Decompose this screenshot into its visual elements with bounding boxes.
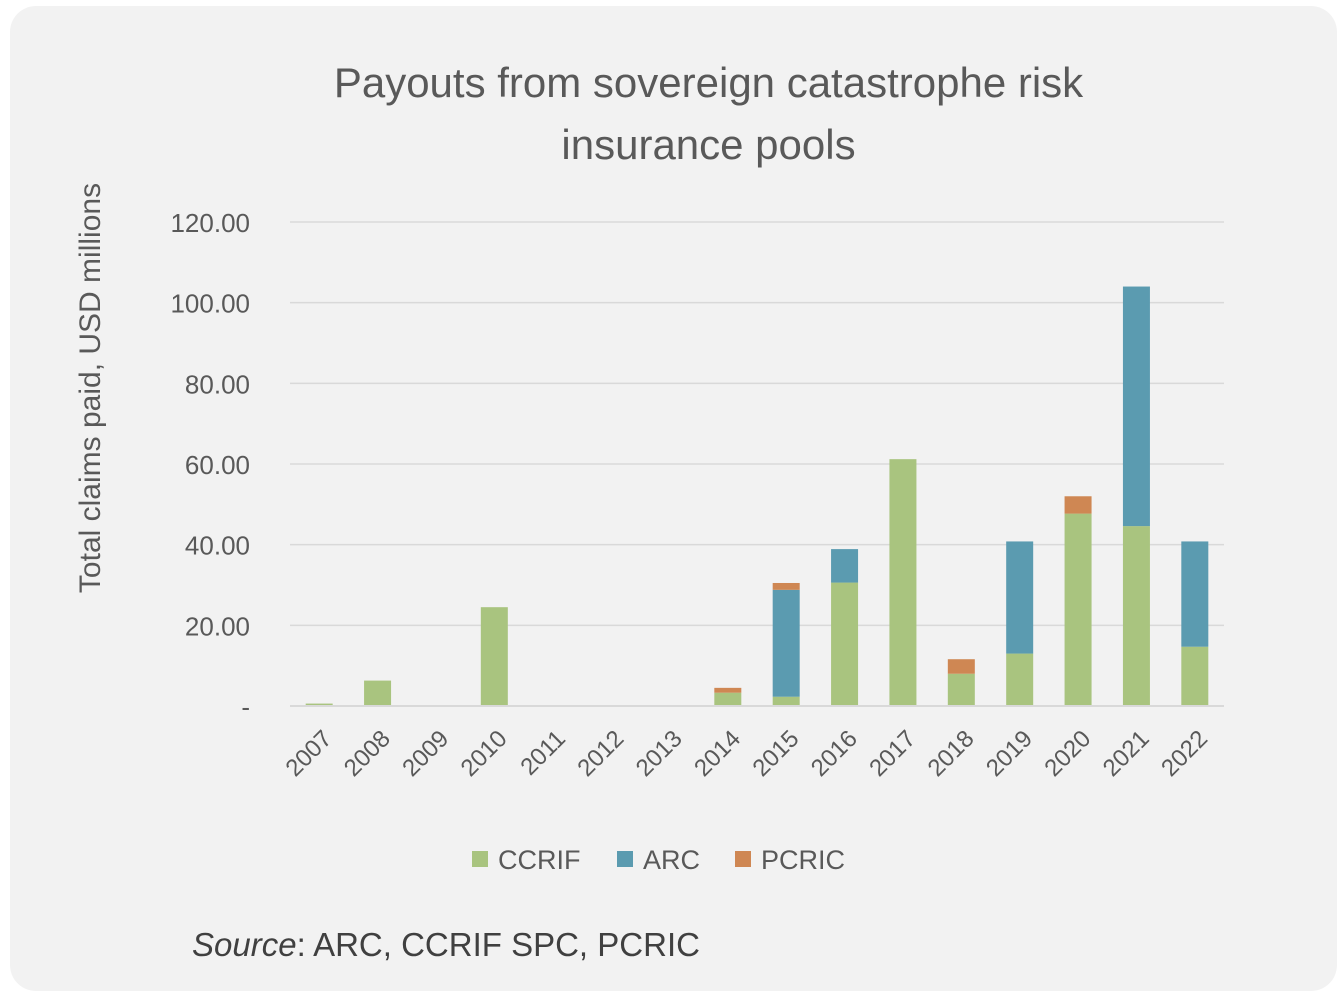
bar-segment-ccrif-2019 <box>1006 653 1034 706</box>
bar-segment-pcric-2015 <box>772 582 800 590</box>
x-tick-label: 2007 <box>281 725 338 782</box>
chart-title: Payouts from sovereign catastrophe risk … <box>0 52 1337 176</box>
bar-segment-ccrif-2018 <box>947 673 975 706</box>
x-tick-label: 2021 <box>1098 725 1155 782</box>
legend-label: PCRIC <box>761 845 845 875</box>
y-tick-label: 40.00 <box>185 531 250 561</box>
bar-segment-ccrif-2021 <box>1122 526 1150 706</box>
x-tick-label: 2014 <box>689 725 746 782</box>
x-tick-label: 2019 <box>981 725 1038 782</box>
x-tick-label: 2011 <box>515 725 571 781</box>
bar-segment-ccrif-2008 <box>364 680 392 706</box>
bar-segment-arc-2015 <box>772 589 800 697</box>
legend-label: CCRIF <box>498 845 581 875</box>
y-tick-label: 120.00 <box>170 208 250 238</box>
bar-segment-ccrif-2022 <box>1181 646 1209 706</box>
bar-segment-arc-2016 <box>831 549 859 583</box>
x-tick-label: 2018 <box>923 725 980 782</box>
legend-swatch <box>617 851 633 867</box>
source-text: : ARC, CCRIF SPC, PCRIC <box>296 926 700 963</box>
y-tick-label: 60.00 <box>185 450 250 480</box>
x-tick-label: 2013 <box>631 725 688 782</box>
bar-segment-ccrif-2016 <box>831 582 859 706</box>
x-tick-label: 2022 <box>1156 725 1213 782</box>
bar-segment-arc-2021 <box>1122 286 1150 527</box>
bar-segment-arc-2019 <box>1006 541 1034 654</box>
bar-segment-ccrif-2010 <box>480 607 508 706</box>
bar-segment-pcric-2014 <box>714 687 742 693</box>
x-tick-label: 2016 <box>806 725 863 782</box>
bars <box>305 286 1209 706</box>
y-tick-label: - <box>241 692 250 722</box>
source-note: Source: ARC, CCRIF SPC, PCRIC <box>192 926 700 964</box>
x-tick-label: 2008 <box>339 725 396 782</box>
y-axis-label: Total claims paid, USD millions <box>74 183 107 593</box>
legend-label: ARC <box>643 845 700 875</box>
legend-swatch <box>735 851 751 867</box>
bar-segment-ccrif-2015 <box>772 696 800 706</box>
x-tick-label: 2015 <box>748 725 805 782</box>
bar-segment-ccrif-2017 <box>889 459 917 706</box>
bar-segment-pcric-2020 <box>1064 496 1092 514</box>
x-tick-label: 2010 <box>456 725 513 782</box>
bar-segment-pcric-2018 <box>947 659 975 674</box>
chart-title-line-1: Payouts from sovereign catastrophe risk <box>333 59 1084 106</box>
legend: CCRIF ARC PCRIC <box>472 845 845 875</box>
bar-segment-arc-2022 <box>1181 541 1209 647</box>
source-label: Source <box>192 926 297 963</box>
legend-swatch <box>472 851 488 867</box>
legend-item-pcric: PCRIC <box>735 845 845 875</box>
bar-segment-ccrif-2020 <box>1064 513 1092 706</box>
y-tick-label: 20.00 <box>185 611 250 641</box>
x-tick-labels: 2007 2008 2009 2010 2011 2012 2013 2014 2015 2016… <box>281 725 1213 782</box>
legend-item-ccrif: CCRIF <box>472 845 581 875</box>
chart-title-line-2: insurance pools <box>561 121 856 168</box>
chart-card <box>10 6 1337 991</box>
x-tick-label: 2017 <box>864 725 921 782</box>
x-tick-label: 2020 <box>1039 725 1096 782</box>
x-tick-label: 2012 <box>572 725 629 782</box>
bar-segment-ccrif-2014 <box>714 692 742 706</box>
legend-item-arc: ARC <box>617 845 700 875</box>
y-tick-label: 100.00 <box>170 289 250 319</box>
y-tick-labels: - 20.00 40.00 60.00 80.00 100.00 120.00 <box>170 208 250 722</box>
y-tick-label: 80.00 <box>185 369 250 399</box>
bar-segment-ccrif-2007 <box>305 703 333 706</box>
x-tick-label: 2009 <box>397 725 454 782</box>
